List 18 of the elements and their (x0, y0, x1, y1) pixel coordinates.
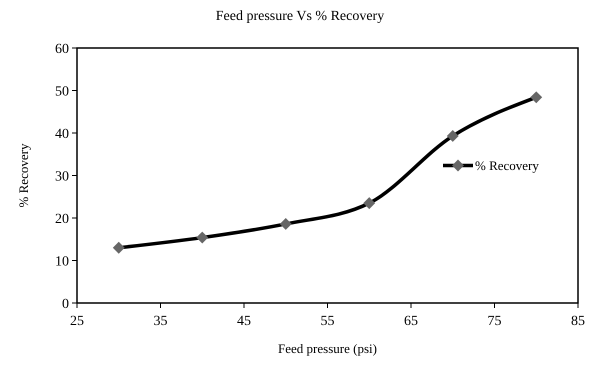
x-axis-title: Feed pressure (psi) (278, 341, 377, 356)
x-tick-label: 85 (571, 314, 585, 329)
x-tick-label: 35 (154, 314, 168, 329)
y-axis-title: % Recovery (16, 143, 31, 208)
chart-title: Feed pressure Vs % Recovery (216, 9, 384, 24)
y-tick-label: 0 (62, 296, 69, 312)
y-tick-label: 10 (55, 254, 69, 270)
x-tick-label: 45 (237, 314, 251, 329)
y-tick-label: 50 (55, 84, 69, 100)
y-tick-label: 20 (55, 212, 69, 227)
x-tick-label: 55 (320, 314, 334, 329)
y-tick-label: 30 (55, 169, 69, 184)
x-tick-label: 65 (404, 314, 418, 329)
x-tick-label: 75 (488, 314, 502, 329)
y-tick-label: 40 (55, 126, 69, 142)
y-tick-label: 60 (55, 42, 69, 57)
legend-label: % Recovery (475, 158, 540, 174)
x-tick-label: 25 (70, 314, 84, 329)
